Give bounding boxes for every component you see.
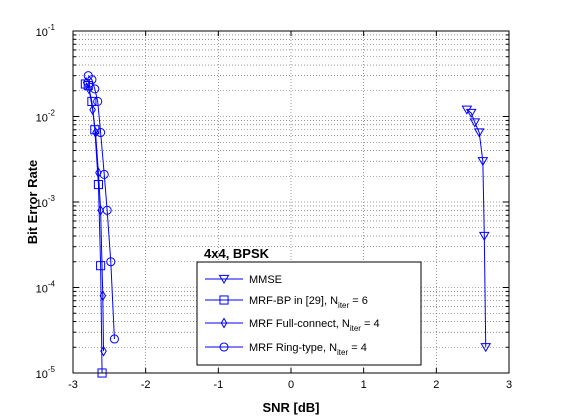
legend-item-3: MRF Full-connect, Niter = 4: [205, 317, 380, 333]
legend-marker-diamond: [220, 317, 228, 329]
data-point-circle: [109, 334, 119, 344]
legend-label: MRF-BP in [29], Niter = 6: [249, 295, 368, 310]
data-point-diamond: [92, 127, 99, 138]
y-axis-label: Bit Error Rate: [25, 160, 40, 245]
x-tick-label: 2: [433, 379, 439, 391]
series-1: [461, 105, 492, 353]
data-point-triangle-down: [469, 118, 481, 128]
legend-marker-square: [219, 295, 229, 305]
x-tick-label: -2: [141, 379, 151, 391]
data-point-diamond: [99, 290, 107, 302]
data-point-circle: [106, 257, 116, 267]
legend-marker-triangle-down: [218, 274, 230, 285]
series-line: [87, 75, 115, 339]
data-point-triangle-down: [473, 128, 485, 138]
chart-annotation: 4x4, BPSK: [204, 246, 270, 261]
data-point-diamond: [97, 204, 104, 216]
data-point-diamond: [95, 167, 102, 179]
data-point-triangle-down: [465, 108, 477, 118]
legend-marker-circle: [219, 342, 229, 352]
legend-item-4: MRF Ring-type, Niter = 4: [205, 342, 367, 357]
data-point-diamond: [100, 345, 107, 357]
data-point-diamond: [89, 104, 96, 116]
data-point-circle: [102, 205, 112, 215]
series-layer: [80, 71, 492, 378]
legend: MMSE MRF-BP in [29], Niter = 6 MRF Full-co…: [196, 261, 422, 366]
series-4: [83, 71, 119, 344]
data-point-circle: [96, 127, 106, 138]
data-point-circle: [90, 84, 100, 94]
data-point-circle: [93, 96, 103, 106]
data-point-triangle-down: [478, 231, 490, 242]
x-axis-label: SNR [dB]: [262, 400, 319, 415]
series-line: [466, 109, 487, 348]
x-tick-label: 1: [361, 379, 367, 391]
legend-label: MRF Full-connect, Niter = 4: [249, 318, 380, 333]
x-tick-label: 0: [288, 379, 294, 391]
legend-label: MRF Ring-type, Niter = 4: [249, 342, 367, 357]
data-point-triangle-down: [461, 105, 473, 115]
legend-label: MMSE: [249, 274, 282, 286]
data-point-circle: [87, 75, 97, 85]
x-tick-label: 3: [506, 379, 512, 391]
legend-item-1: MMSE: [205, 274, 282, 286]
data-point-triangle-down: [480, 343, 492, 353]
x-tick-label: -3: [68, 379, 78, 391]
series-3: [82, 77, 107, 357]
legend-item-2: MRF-BP in [29], Niter = 6: [205, 295, 368, 310]
data-point-circle: [99, 169, 109, 180]
x-tick-label: -1: [213, 379, 223, 391]
data-point-square: [96, 261, 106, 271]
data-point-triangle-down: [477, 157, 489, 167]
